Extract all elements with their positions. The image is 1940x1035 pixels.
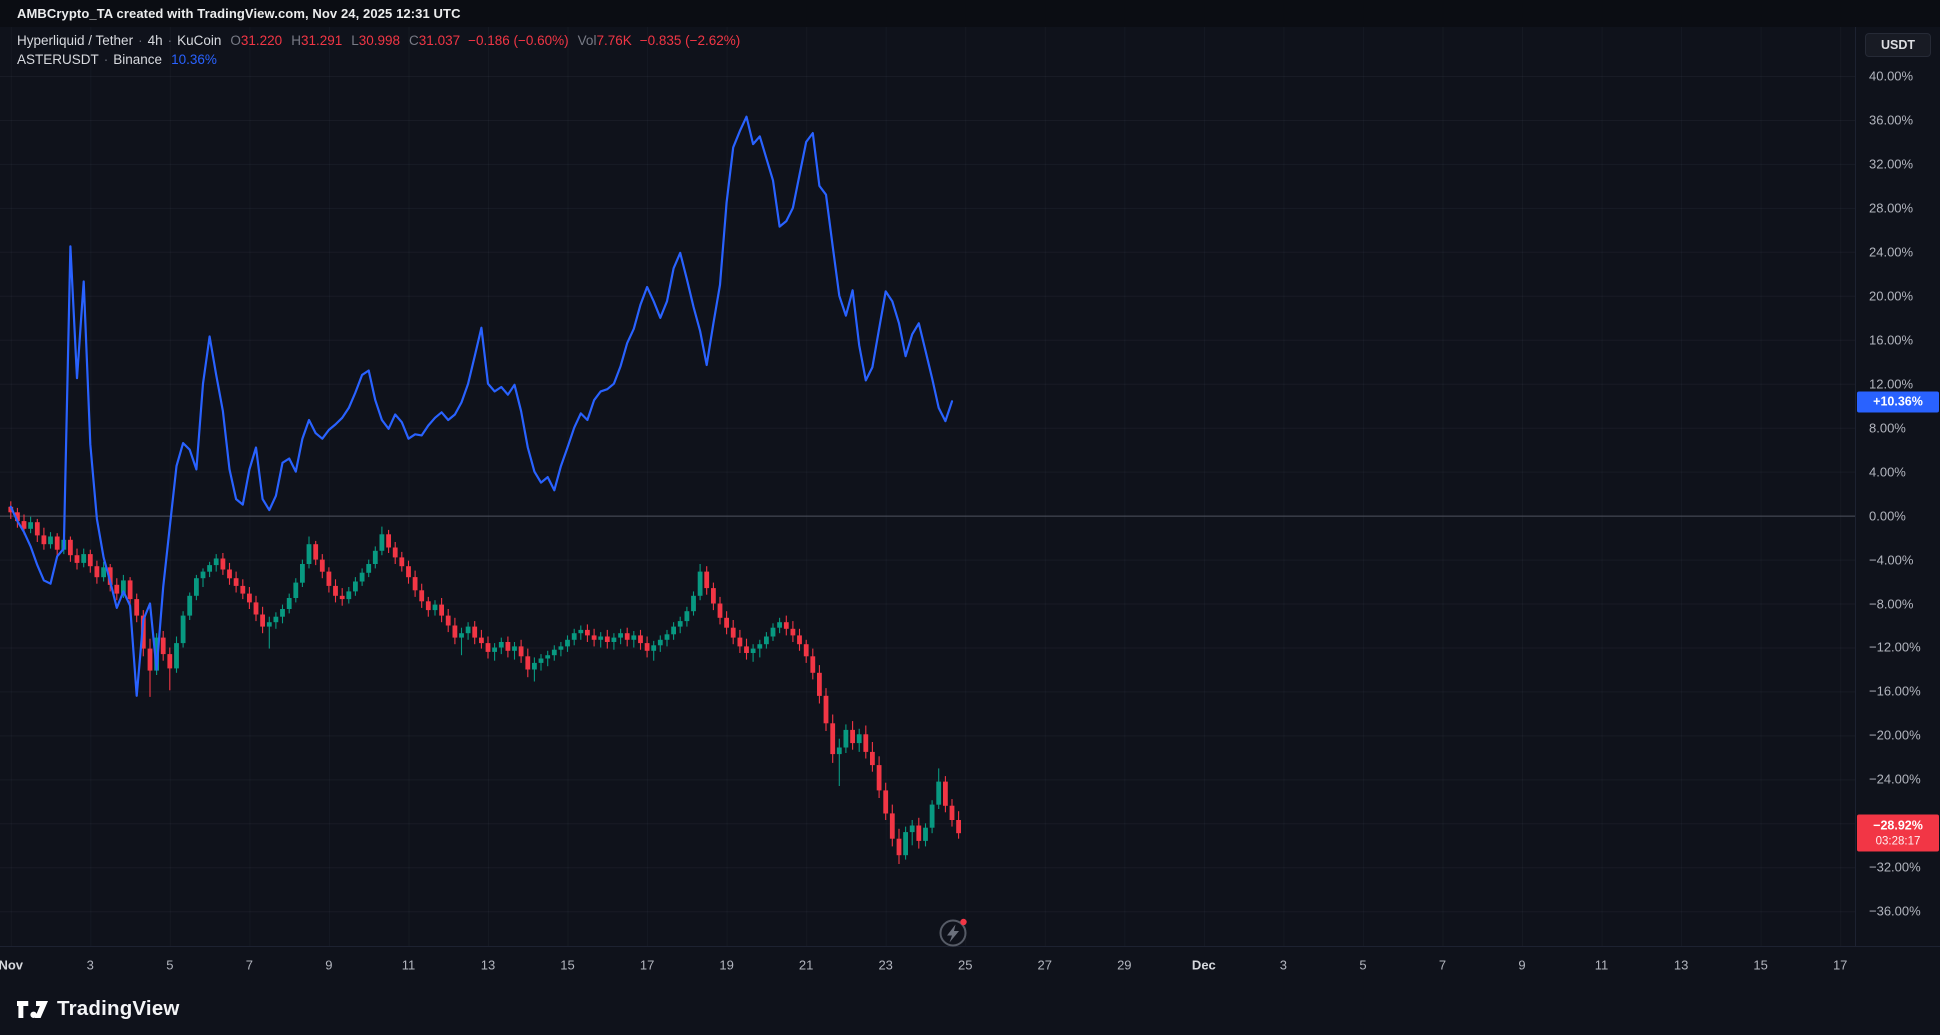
time-axis-label: 19 — [719, 957, 734, 973]
compare-series-legend[interactable]: ASTERUSDT · Binance 10.36% — [17, 52, 740, 71]
tradingview-wordmark: TradingView — [57, 997, 180, 1020]
time-axis-label: Dec — [1191, 957, 1216, 973]
currency-toggle-button[interactable]: USDT — [1865, 33, 1931, 57]
time-axis-label: 5 — [1359, 957, 1367, 973]
price-axis-label: 12.00% — [1869, 376, 1914, 392]
price-axis-label: 8.00% — [1869, 420, 1906, 436]
price-axis-label: −20.00% — [1869, 727, 1921, 743]
time-axis-label: 5 — [166, 957, 174, 973]
main-series-legend[interactable]: Hyperliquid / Tether · 4h · KuCoin O 31.… — [17, 33, 740, 52]
interval-label: 4h — [147, 33, 163, 48]
time-axis-label: Nov — [0, 957, 24, 973]
chart-plot-area[interactable]: Hyperliquid / Tether · 4h · KuCoin O 31.… — [0, 27, 1855, 946]
time-axis-label: 9 — [325, 957, 333, 973]
price-axis-label: −24.00% — [1869, 771, 1921, 787]
price-axis-label: 32.00% — [1869, 156, 1914, 172]
legend-separator: · — [103, 52, 109, 67]
aster-last-value-text: +10.36% — [1873, 394, 1923, 409]
tradingview-logo-icon — [17, 1000, 48, 1018]
legend-separator: · — [167, 33, 173, 48]
time-axis-label: 11 — [401, 957, 416, 973]
price-axis-label: 20.00% — [1869, 288, 1914, 304]
chart-legend: Hyperliquid / Tether · 4h · KuCoin O 31.… — [17, 33, 740, 71]
attribution-bar: AMBCrypto_TA created with TradingView.co… — [0, 0, 1940, 27]
high-key: H — [291, 33, 301, 48]
price-axis-label: 36.00% — [1869, 112, 1914, 128]
price-axis[interactable]: USDT 40.00% 36.00% 32.00% 28.00% 24.00% 20.00… — [1855, 27, 1940, 946]
price-axis-label: −16.00% — [1869, 683, 1921, 699]
lightning-circle-icon[interactable] — [936, 915, 970, 949]
compare-change-value: 10.36% — [171, 52, 217, 67]
price-axis-label: −36.00% — [1869, 903, 1921, 919]
time-axis-label: 27 — [1037, 957, 1052, 973]
close-key: C — [409, 33, 419, 48]
tradingview-logo[interactable]: TradingView — [17, 997, 180, 1021]
attribution-text: AMBCrypto_TA created with TradingView.co… — [17, 6, 461, 21]
change-value: −0.186 (−0.60%) — [468, 33, 569, 48]
low-value: 30.998 — [358, 33, 401, 48]
time-axis-label: 15 — [560, 957, 575, 973]
time-axis-label: 7 — [245, 957, 253, 973]
time-axis-label: 21 — [798, 957, 814, 973]
price-axis-label: 28.00% — [1869, 200, 1914, 216]
volume-key: Vol — [577, 33, 597, 48]
time-axis-label: 29 — [1117, 957, 1132, 973]
lightning-bolt-icon — [939, 918, 967, 947]
time-axis-label: 23 — [878, 957, 893, 973]
price-axis-label: −4.00% — [1869, 552, 1914, 568]
bar-countdown-text: 03:28:17 — [1875, 835, 1921, 848]
open-key: O — [230, 33, 241, 48]
close-value: 31.037 — [418, 33, 461, 48]
time-axis-label: 13 — [1673, 957, 1689, 973]
time-axis-label: 3 — [86, 957, 94, 973]
open-value: 31.220 — [240, 33, 283, 48]
footer-bar: TradingView — [0, 983, 1940, 1035]
legend-separator: · — [138, 33, 143, 48]
time-axis[interactable]: Nov 3 5 7 9 11 13 15 17 19 21 23 25 27 29 Dec 3 5 7 9 11 13 15… — [0, 946, 1940, 983]
price-axis-label: 4.00% — [1869, 464, 1906, 480]
volume-value: 7.76K — [596, 33, 632, 48]
price-axis-label: −32.00% — [1869, 859, 1921, 875]
price-axis-label: −8.00% — [1869, 596, 1914, 612]
time-axis-label: 17 — [639, 957, 655, 973]
aster-last-value-tag: +10.36% — [1857, 391, 1939, 413]
price-axis-label: −12.00% — [1869, 639, 1921, 655]
hype-last-value-text: −28.92% — [1873, 818, 1923, 833]
volume-change-value: −0.835 (−2.62%) — [639, 33, 741, 48]
price-chart-canvas[interactable] — [0, 27, 1855, 946]
hype-last-value-tag: −28.92% 03:28:17 — [1857, 814, 1939, 852]
symbol-title: Hyperliquid / Tether — [17, 33, 134, 48]
time-axis-label: 13 — [480, 957, 496, 973]
price-axis-label: 24.00% — [1869, 244, 1914, 260]
time-axis-label: 7 — [1438, 957, 1447, 973]
time-axis-label: 9 — [1518, 957, 1526, 973]
high-value: 31.291 — [300, 33, 343, 48]
time-axis-label: 25 — [958, 957, 973, 973]
time-axis-label: 3 — [1279, 957, 1288, 973]
price-axis-label: 40.00% — [1869, 68, 1914, 84]
time-axis-label: 15 — [1753, 957, 1768, 973]
price-axis-label: 16.00% — [1869, 332, 1914, 348]
compare-exchange-label: Binance — [113, 52, 163, 67]
time-axis-label: 17 — [1832, 957, 1848, 973]
time-axis-labels: Nov 3 5 7 9 11 13 15 17 19 21 23 25 27 29 Dec 3 5 7 9 11 13 15… — [0, 947, 1855, 983]
low-key: L — [351, 33, 359, 48]
price-axis-label: 0.00% — [1869, 508, 1906, 524]
compare-symbol-title: ASTERUSDT — [17, 52, 99, 67]
exchange-label: KuCoin — [177, 33, 222, 48]
time-axis-label: 11 — [1594, 957, 1609, 973]
